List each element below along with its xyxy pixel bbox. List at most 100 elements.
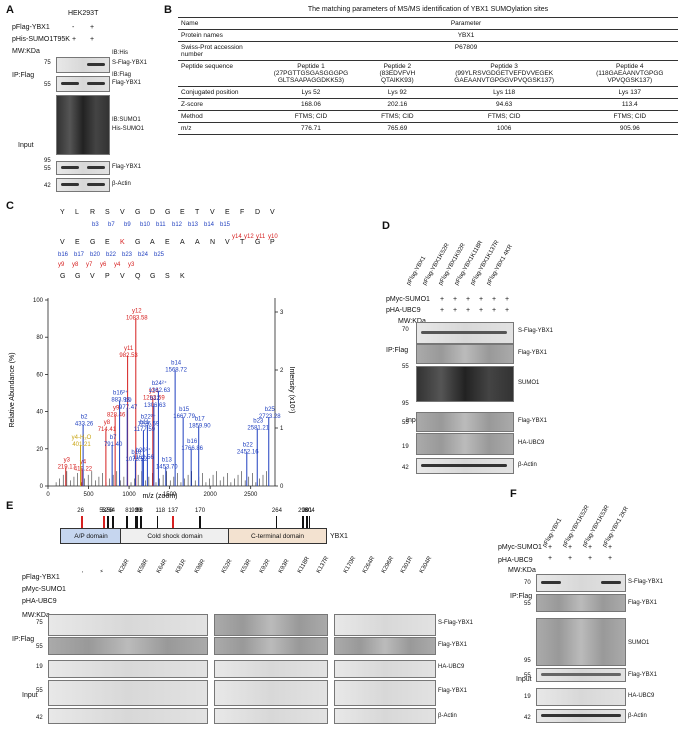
y-tick-label: 60 xyxy=(36,372,43,378)
cell: 1006 xyxy=(496,125,512,132)
sign: + xyxy=(492,296,497,303)
x-axis-ticks: 0 500 1000 1500 2000 2500 xyxy=(46,486,258,498)
blot-label: Flag-YBX1 xyxy=(438,642,468,648)
residue: V xyxy=(210,209,215,216)
blot-flag-input xyxy=(536,668,626,682)
peak-ion-label: b17 xyxy=(195,416,206,422)
b-ion-label: b11 xyxy=(156,222,166,228)
sign: + xyxy=(440,296,445,303)
peak-ion-label: y8 xyxy=(104,420,111,426)
sequence-top: Y L R S V G D G E T V E F D Vb3 b7 b9 b10 b11 b12 b13 b14 b15 xyxy=(60,209,275,228)
blot-flag-input xyxy=(416,412,514,432)
sign: + xyxy=(90,24,95,31)
domain-cold-shock: Cold shock domain xyxy=(120,528,230,544)
peak-mz-label: 1859.90 xyxy=(189,423,211,429)
b-ion-label: b10 xyxy=(140,222,151,228)
peak-mz-label: 1162.56 xyxy=(133,455,155,461)
ip-label: IP:Flag xyxy=(386,347,409,354)
peak-mz-label: 1293.69 xyxy=(143,396,165,402)
sign: + xyxy=(588,555,593,562)
marker: 42 xyxy=(44,183,51,189)
residue: P xyxy=(105,273,110,280)
row-name: Z-score xyxy=(181,101,204,108)
residue-tick xyxy=(302,516,304,528)
peak-ion-label: b12 xyxy=(150,396,161,402)
b-ion-label: b12 xyxy=(172,222,183,228)
sign: + xyxy=(588,544,593,551)
marker: 55 xyxy=(36,644,43,650)
marker: 70 xyxy=(402,327,409,333)
peak-ion-label: b14 xyxy=(171,361,182,367)
blot-label: Flag-YBX1 xyxy=(518,350,548,356)
x-tick-label: 1000 xyxy=(122,492,136,498)
peak-ion-label: y9 xyxy=(113,405,120,411)
residue-tick-label: 301 xyxy=(302,508,313,514)
cell: Lys 92 xyxy=(387,89,407,96)
peptide-header: Peptide 3 xyxy=(490,63,518,70)
row-label: pMyc-SUMO1 xyxy=(498,544,542,551)
b-ion-label: b9 xyxy=(124,222,131,228)
blot-label: HA-UBC9 xyxy=(438,664,465,670)
row-name: Conjugated position xyxy=(181,89,239,96)
blot-actin-1 xyxy=(48,708,208,724)
cell: 765.69 xyxy=(387,125,408,132)
peak-ion-label: y12 xyxy=(132,309,142,315)
x-tick-label: 500 xyxy=(84,492,95,498)
peak-mz-label: 1453.70 xyxy=(156,464,178,470)
residue-tick-label: 26 xyxy=(77,508,84,514)
row-name: m/z xyxy=(181,125,192,132)
table-title: The matching parameters of MS/MS identif… xyxy=(307,6,549,13)
panel-d-lanes: pFlag-YBX1 pFlag-YBX1K52R pFlag-YBX1K92R pF… xyxy=(406,232,522,292)
cell: 905.96 xyxy=(619,125,640,132)
residue-tick-label: 93 xyxy=(135,508,142,514)
cell: Lys 137 xyxy=(618,89,642,96)
b-ion-label: b23 xyxy=(122,252,133,258)
residue: D xyxy=(150,209,155,216)
cell: Lys 118 xyxy=(493,89,516,96)
mw-label: MW:KDa xyxy=(508,567,536,574)
blot-label: HA-UBC9 xyxy=(518,440,545,446)
cell: 168.06 xyxy=(301,101,321,108)
lane-label: K52R xyxy=(220,558,234,575)
y-tick-label: 0 xyxy=(40,484,44,490)
residue: E xyxy=(75,239,80,246)
y-tick-label: 100 xyxy=(33,298,44,304)
y2-tick-label: 0 xyxy=(280,484,284,490)
sign: + xyxy=(568,555,573,562)
peak-mz-label: 883.93 xyxy=(111,397,130,403)
peak-ion-label: b22 xyxy=(243,443,254,449)
b-ion-label: b17 xyxy=(74,252,85,258)
y-tick-label: 40 xyxy=(36,410,43,416)
table-header: Name xyxy=(181,20,199,27)
residue: A xyxy=(180,239,185,246)
y-ion-label: y8 xyxy=(72,262,79,268)
panel-b-letter: B xyxy=(164,4,172,16)
lane-label: K64R xyxy=(155,558,169,575)
peak-ion-label: b15 xyxy=(179,407,190,413)
sign: + xyxy=(453,296,458,303)
blot-label: S-Flag-YBX1 xyxy=(112,60,148,66)
residue-tick xyxy=(81,516,83,528)
marker: 55 xyxy=(524,673,531,679)
marker: 55 xyxy=(44,166,51,172)
residue: D xyxy=(255,209,260,216)
b-ion-label: b13 xyxy=(188,222,199,228)
b-ion-label: b22 xyxy=(106,252,117,258)
residue-tick xyxy=(103,516,105,528)
peptide-header: Peptide 4 xyxy=(616,63,644,70)
peak-mz-label: 828.46 xyxy=(107,412,126,418)
peptide-seq: (99YLRSVGDGETVEFDVVEGEK GAEAANVTGPGGVPVQ… xyxy=(454,70,554,84)
peak-mz-label: 401.21 xyxy=(72,442,91,448)
cell: FTMS; CID xyxy=(381,113,414,120)
sign: + xyxy=(568,544,573,551)
ip-label: IP:Flag xyxy=(510,593,533,600)
residue-tick xyxy=(172,516,174,528)
blot-label: S-Flag-YBX1 xyxy=(518,328,554,334)
peptide-seq: (27PGTTGSGASGGGPG GLTSAAPAGGDKK53) xyxy=(273,70,349,84)
residue-tick-label: 53 xyxy=(99,508,107,514)
marker: 95 xyxy=(402,401,409,407)
lane-label: K93R xyxy=(277,558,291,575)
blot-label: Flag-YBX1 xyxy=(112,164,142,170)
cell: 202.16 xyxy=(387,101,408,108)
b-ion-label: b14 xyxy=(204,222,215,228)
